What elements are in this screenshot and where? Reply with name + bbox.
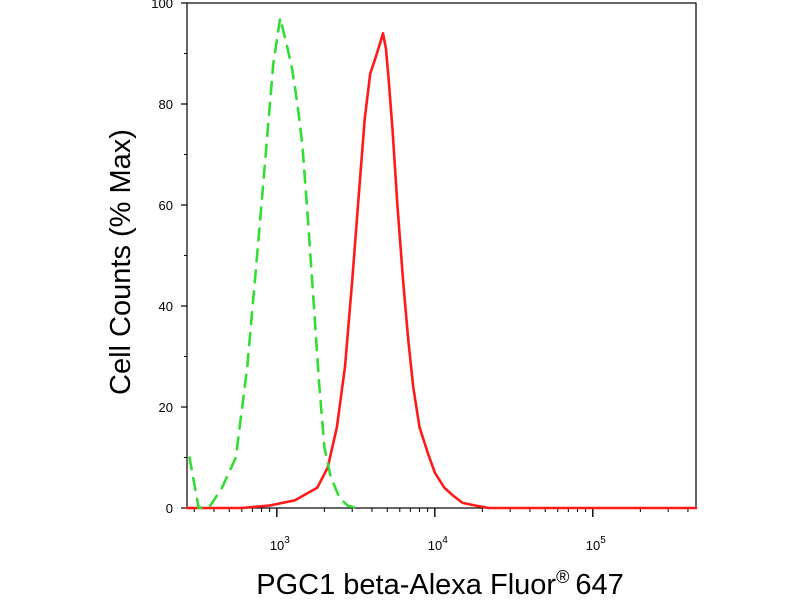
x-tick-base: 10 (270, 538, 284, 553)
x-axis-title: PGC1 beta-Alexa Fluor® 647 (256, 567, 623, 600)
y-tick-label-60: 60 (159, 198, 173, 213)
y-tick-label-20: 20 (159, 400, 173, 415)
series-1-curve (188, 16, 358, 510)
y-tick-label-80: 80 (159, 97, 173, 112)
x-tick-label-1000: 103 (270, 535, 290, 553)
x-axis-title-suffix: 647 (575, 569, 623, 600)
y-axis-title: Cell Counts (% Max) (105, 129, 137, 395)
x-tick-exponent: 3 (284, 535, 290, 546)
y-tick-label-0: 0 (166, 501, 173, 516)
x-tick-label-10000: 104 (428, 535, 448, 553)
x-tick-base: 10 (586, 538, 600, 553)
x-tick-exponent: 5 (600, 535, 606, 546)
x-axis-title-registered: ® (556, 567, 569, 587)
plot-frame (186, 2, 697, 509)
x-tick-label-100000: 105 (586, 535, 606, 553)
y-tick-label-40: 40 (159, 299, 173, 314)
x-axis-title-main: PGC1 beta-Alexa Fluor (256, 569, 556, 600)
x-tick-exponent: 4 (442, 535, 448, 546)
series-0-curve (185, 31, 698, 510)
x-tick-base: 10 (428, 538, 442, 553)
y-tick-label-100: 100 (151, 0, 173, 11)
